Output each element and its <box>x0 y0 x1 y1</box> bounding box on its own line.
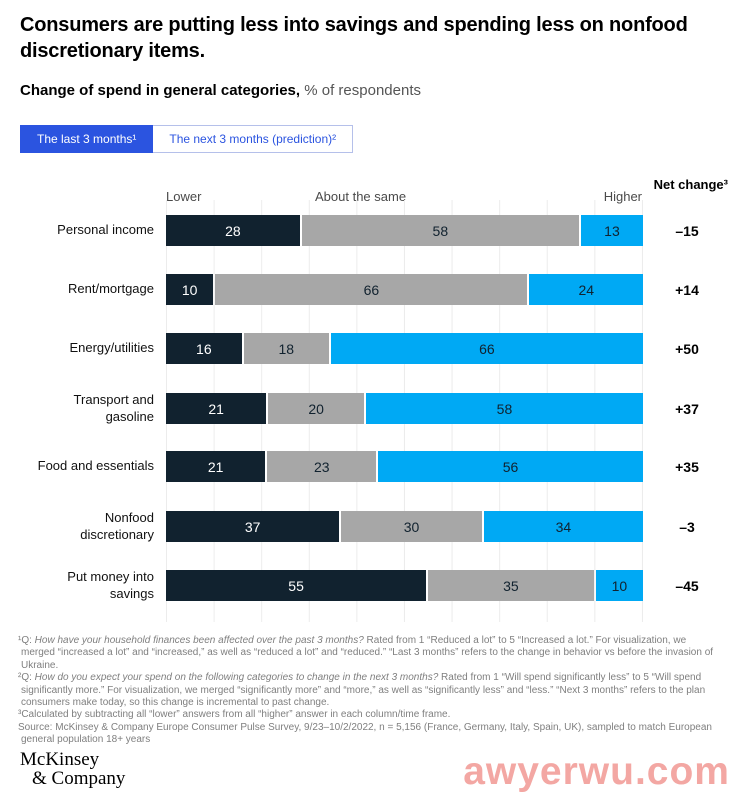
footnote-line: ³Calculated by subtracting all “lower” a… <box>18 709 451 721</box>
stacked-bar: 10 66 24 <box>166 274 643 305</box>
category-label: Energy/utilities <box>69 340 154 356</box>
stacked-bar: 37 30 34 <box>166 511 644 543</box>
footnote-line: ¹Q: How have your household finances bee… <box>18 635 714 671</box>
footnote-line: Source: McKinsey & Company Europe Consum… <box>18 721 712 746</box>
category-label: Rent/mortgage <box>68 281 154 297</box>
segment-value: 23 <box>313 458 330 475</box>
net-change-value: –15 <box>675 222 699 239</box>
bar-segment-higher: 24 <box>529 274 643 305</box>
segment-value: 58 <box>432 222 449 239</box>
subtitle-unit: % of respondents <box>300 82 421 99</box>
net-change-value: +35 <box>675 458 699 475</box>
category-label: Put money into savings <box>67 569 154 601</box>
net-change-value: +37 <box>675 400 699 417</box>
segment-value: 13 <box>604 222 620 239</box>
net-change-value: –45 <box>675 577 699 594</box>
bar-segment-higher: 66 <box>330 333 644 364</box>
segment-value: 37 <box>244 518 261 535</box>
chart-column-headers: Lower About the same Higher Net change³ <box>20 177 731 204</box>
mckinsey-logo: McKinsey & Company <box>20 750 125 788</box>
bar-segment-about-the-same: 20 <box>268 393 364 425</box>
stacked-bar: 55 35 10 <box>166 570 643 602</box>
time-frame-tabs: The last 3 months¹ The next 3 months (pr… <box>20 125 715 153</box>
chart-row: Personal income 28 58 13 –15 <box>20 215 731 246</box>
segment-value: 30 <box>403 518 420 535</box>
category-label: Transport and gasoline <box>73 392 154 424</box>
stacked-bar: 21 23 56 <box>166 451 643 482</box>
segment-value: 21 <box>208 400 224 417</box>
bar-segment-lower: 28 <box>166 215 300 246</box>
logo-line-1: McKinsey <box>20 749 100 770</box>
bar-segment-lower: 21 <box>166 451 266 482</box>
bar-segment-higher: 10 <box>595 570 643 602</box>
net-change-value: –3 <box>679 518 695 535</box>
net-change-value: +50 <box>675 340 699 357</box>
bar-segment-about-the-same: 58 <box>301 215 579 246</box>
bar-segment-lower: 37 <box>166 511 340 543</box>
segment-value: 56 <box>502 458 519 475</box>
bar-segment-about-the-same: 23 <box>267 451 377 482</box>
segment-value: 18 <box>278 340 295 357</box>
subtitle-bold: Change of spend in general categories, <box>20 82 301 99</box>
bar-segment-lower: 21 <box>166 393 267 425</box>
segment-value: 34 <box>555 518 572 535</box>
segment-value: 35 <box>503 577 519 594</box>
bar-segment-about-the-same: 66 <box>215 274 528 305</box>
stacked-bar: 16 18 66 <box>166 333 644 364</box>
segment-value: 24 <box>578 281 595 298</box>
chart-row: Rent/mortgage 10 66 24 +14 <box>20 274 731 305</box>
logo-line-2: & Company <box>32 768 126 789</box>
bar-segment-about-the-same: 18 <box>243 333 329 364</box>
bar-segment-about-the-same: 30 <box>341 511 482 543</box>
segment-value: 21 <box>207 458 224 475</box>
category-label: Nonfood discretionary <box>80 510 154 542</box>
segment-value: 16 <box>196 340 212 357</box>
plot-rows: Personal income 28 58 13 –15 Rent/mortgage 10 6… <box>20 215 731 602</box>
tab-last-3-months[interactable]: The last 3 months¹ <box>20 125 154 153</box>
bar-segment-lower: 10 <box>166 274 214 305</box>
stacked-bar: 28 58 13 <box>166 215 643 246</box>
plot-area: Personal income 28 58 13 –15 Rent/mortgage 10 6… <box>20 200 731 622</box>
bar-segment-about-the-same: 35 <box>428 570 594 602</box>
footnotes: ¹Q: How have your household finances bee… <box>18 635 721 747</box>
bar-segment-lower: 55 <box>166 570 427 602</box>
bar-segment-lower: 16 <box>166 333 242 364</box>
chart-subtitle: Change of spend in general categories, %… <box>0 64 735 100</box>
chart-row: Transport and gasoline 21 20 58 +37 <box>20 392 731 425</box>
segment-value: 55 <box>288 577 304 594</box>
category-label: Personal income <box>57 222 154 238</box>
footnote-line: ²Q: How do you expect your spend on the … <box>18 672 706 709</box>
bar-segment-higher: 56 <box>378 451 643 482</box>
segment-value: 20 <box>308 400 324 417</box>
segment-value: 28 <box>225 222 241 239</box>
segment-value: 66 <box>479 340 495 357</box>
bar-segment-higher: 34 <box>483 511 644 543</box>
header-net-change: Net change³ <box>653 177 728 192</box>
watermark: awyerwu.com <box>463 750 730 793</box>
segment-value: 10 <box>181 281 198 298</box>
chart-row: Put money into savings 55 35 10 –45 <box>20 569 731 602</box>
chart-row: Food and essentials 21 23 56 +35 <box>20 451 731 482</box>
chart-row: Nonfood discretionary 37 30 34 –3 <box>20 510 731 543</box>
category-label: Food and essentials <box>37 458 154 474</box>
segment-value: 10 <box>611 577 628 594</box>
bar-segment-higher: 58 <box>365 393 643 425</box>
tab-next-3-months[interactable]: The next 3 months (prediction)² <box>153 125 354 153</box>
stacked-bar: 21 20 58 <box>166 393 643 425</box>
bar-segment-higher: 13 <box>580 215 643 246</box>
stacked-bar-chart: Lower About the same Higher Net change³ … <box>0 177 735 622</box>
net-change-value: +14 <box>675 281 699 298</box>
chart-row: Energy/utilities 16 18 66 +50 <box>20 333 731 364</box>
page-title: Consumers are putting less into savings … <box>20 14 688 62</box>
segment-value: 58 <box>496 400 513 417</box>
segment-value: 66 <box>363 281 380 298</box>
